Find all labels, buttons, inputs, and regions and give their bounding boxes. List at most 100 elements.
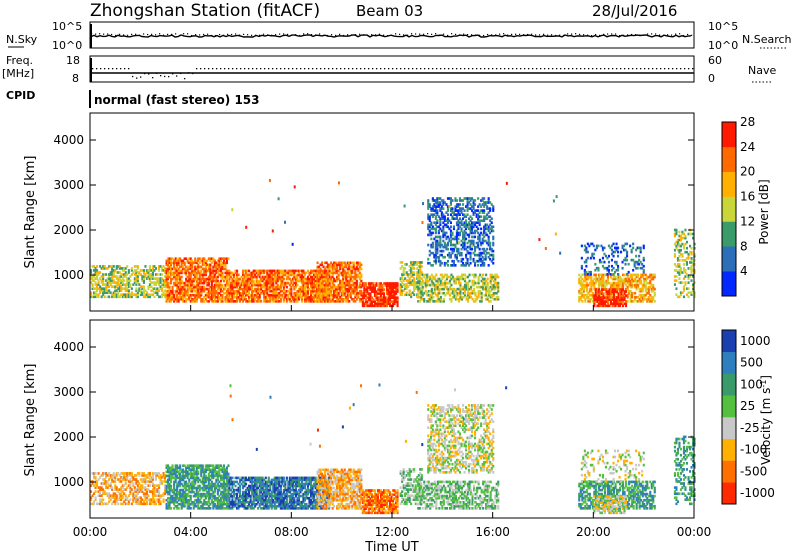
power-cell — [492, 287, 495, 291]
nsearch-point — [483, 34, 485, 37]
nave-point — [168, 75, 170, 78]
power-cell — [194, 293, 197, 297]
nave-point — [376, 68, 378, 70]
power-cell — [427, 297, 430, 301]
power-cell — [200, 300, 203, 303]
power-cell — [91, 275, 94, 278]
power-cell — [462, 223, 465, 227]
power-cell — [360, 285, 363, 289]
power-cell — [322, 287, 325, 291]
power-cell — [482, 273, 485, 277]
power-cell — [251, 300, 254, 303]
power-cell — [330, 285, 333, 289]
power-cell — [419, 269, 422, 272]
power-cell — [483, 211, 486, 214]
power-cell — [685, 240, 689, 244]
nsearch-point — [287, 33, 289, 36]
power-cell — [431, 207, 434, 210]
power-cell — [584, 277, 587, 281]
power-cell — [443, 201, 446, 204]
power-cell — [497, 275, 500, 279]
power-cell — [90, 277, 93, 280]
power-cell — [305, 281, 308, 285]
power-cell — [189, 277, 192, 281]
power-cell — [378, 302, 381, 306]
power-cell — [448, 285, 452, 289]
power-cell — [590, 293, 593, 297]
nsearch-point — [443, 33, 445, 35]
power-cell — [464, 293, 467, 297]
power-cell — [273, 273, 276, 277]
power-cell — [186, 269, 189, 273]
power-cell — [378, 300, 381, 304]
power-cell — [478, 233, 481, 237]
power-cell — [417, 269, 420, 272]
power-cell — [306, 279, 310, 283]
power-cell — [460, 227, 463, 231]
power-cell — [629, 283, 632, 287]
power-cell — [675, 269, 678, 272]
power-cell — [297, 287, 301, 291]
power-cell — [192, 300, 195, 303]
power-cell — [357, 269, 360, 273]
power-cell — [449, 197, 453, 200]
power-cell — [115, 285, 118, 289]
power-cell — [681, 271, 684, 274]
power-cell — [124, 293, 127, 297]
power-cell — [593, 300, 596, 304]
nsearch-point — [155, 34, 157, 36]
power-cell — [186, 279, 189, 283]
freq-tick-high: 18 — [66, 54, 80, 67]
power-cell — [346, 279, 349, 283]
power-cell — [342, 289, 345, 293]
power-cell — [484, 233, 487, 237]
power-cell — [446, 253, 450, 257]
power-cell — [213, 287, 216, 291]
power-cell — [483, 239, 486, 243]
power-cell — [331, 285, 334, 289]
power-cell — [236, 279, 239, 283]
power-cell — [386, 288, 389, 291]
power-cell — [480, 219, 483, 223]
power-cell — [159, 285, 162, 289]
power-cell — [483, 251, 486, 255]
power-cell — [457, 291, 461, 295]
power-cell — [260, 291, 263, 295]
power-cell — [117, 271, 120, 274]
power-cell — [494, 297, 497, 301]
power-cell — [690, 261, 693, 264]
power-cell — [136, 293, 139, 297]
power-cell — [264, 291, 267, 295]
power-cell — [620, 298, 623, 302]
power-cell — [218, 261, 221, 265]
power-cell — [477, 197, 480, 200]
power-cell — [327, 267, 330, 271]
power-cell — [382, 302, 386, 306]
power-cell — [431, 243, 434, 247]
power-cell — [357, 291, 360, 295]
power-cell — [118, 287, 121, 291]
power-cell — [138, 271, 141, 274]
power-cell — [477, 205, 480, 208]
power-cell — [336, 267, 339, 271]
power-cell — [483, 287, 486, 291]
power-cell — [417, 293, 420, 297]
power-cell — [404, 277, 407, 280]
power-cell — [641, 297, 644, 301]
power-cell — [225, 259, 229, 263]
power-cell — [466, 207, 469, 210]
power-cell — [99, 271, 102, 274]
power-cell — [316, 275, 319, 279]
power-cell — [237, 277, 240, 281]
power-cell — [105, 291, 108, 295]
power-cell — [334, 291, 337, 295]
power-cell — [218, 291, 221, 295]
power-cell — [442, 221, 445, 225]
power-cell — [592, 244, 595, 248]
power-cell — [474, 231, 477, 235]
power-cell — [270, 285, 273, 289]
power-cell — [417, 271, 420, 274]
nsearch-point — [675, 33, 677, 35]
power-cell — [462, 237, 465, 241]
power-cell — [200, 285, 203, 289]
